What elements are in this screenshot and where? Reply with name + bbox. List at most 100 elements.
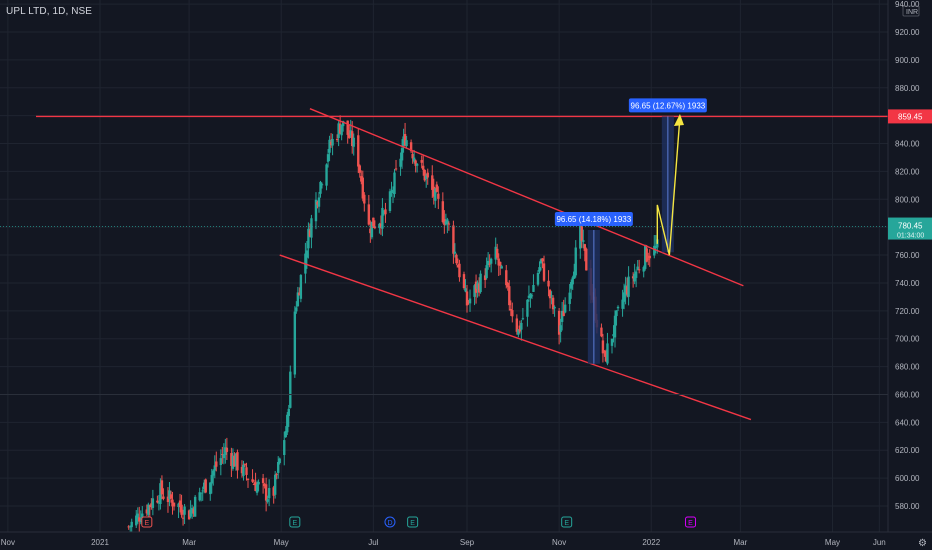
candle-body: [415, 163, 419, 166]
candle-body: [437, 193, 440, 199]
candle-body: [166, 496, 170, 503]
candle-body: [178, 500, 182, 508]
candle-body: [209, 482, 212, 495]
candle-body: [160, 480, 164, 495]
price-tick-label: 800.00: [895, 195, 920, 204]
candle-body: [553, 306, 556, 309]
projection-path: [656, 116, 681, 256]
time-tick-label: Jun: [873, 538, 886, 547]
candle-body: [289, 371, 292, 408]
candle-body: [447, 223, 451, 225]
candle-body: [517, 329, 520, 335]
candle-body: [157, 502, 161, 504]
candle-body: [230, 453, 233, 466]
candle-body: [298, 292, 301, 296]
candle-body: [340, 124, 343, 136]
candle-body: [127, 526, 130, 528]
candle-body: [432, 186, 435, 197]
candle-body: [610, 338, 614, 346]
candle-body: [150, 503, 153, 508]
candle-body: [431, 175, 434, 190]
event-marker-symbol: E: [410, 520, 415, 527]
candle-body: [562, 310, 565, 317]
candle-body: [360, 176, 363, 182]
candle-body: [521, 318, 525, 320]
candle-body: [547, 280, 550, 287]
candle-body: [187, 510, 191, 520]
candle-body: [441, 201, 445, 223]
candle-body: [224, 447, 227, 455]
candle-body: [221, 454, 224, 456]
price-tick-label: 740.00: [895, 279, 920, 288]
event-marker-earnings: E: [407, 516, 419, 528]
candle-body: [384, 209, 387, 215]
candle-body: [338, 123, 342, 134]
candle-body: [225, 447, 229, 452]
price-tick-label: 640.00: [895, 418, 920, 427]
price-tick-label: 820.00: [895, 167, 920, 176]
candle-body: [414, 160, 417, 166]
candle-body: [346, 120, 349, 135]
candle-body: [275, 474, 278, 476]
candle-body: [458, 263, 461, 278]
currency-label-frame: [902, 5, 920, 17]
candle-body: [500, 266, 503, 269]
candle-body: [255, 484, 259, 493]
candle-body: [548, 290, 552, 299]
candle-body: [603, 350, 606, 352]
candle-body: [474, 281, 478, 293]
candle-body: [625, 286, 629, 295]
candle-body: [145, 509, 149, 514]
candle-body: [168, 490, 171, 500]
candle-body: [423, 169, 426, 181]
candle-body: [136, 513, 139, 519]
price-tick-label: 680.00: [895, 363, 920, 372]
candle-body: [257, 481, 260, 485]
candle-body: [201, 490, 204, 492]
candle-body: [325, 164, 328, 186]
candle-body: [272, 487, 275, 496]
candle-body: [314, 199, 318, 222]
candle-body: [251, 479, 254, 482]
candle-body: [361, 177, 364, 199]
candle-body: [455, 254, 458, 264]
candle-body: [499, 261, 502, 266]
candle-body: [539, 259, 543, 264]
measurement-label-box: [628, 98, 707, 113]
candle-body: [529, 294, 532, 299]
candle-body: [296, 292, 300, 307]
candle-body: [341, 121, 345, 127]
candle-body: [574, 247, 577, 276]
candle-body: [506, 283, 509, 288]
settings-gear-icon: ⚙: [918, 538, 927, 549]
candle-body: [242, 464, 245, 476]
candle-body: [426, 172, 429, 178]
candle-body: [388, 191, 392, 212]
symbol-header: UPL LTD, 1D, NSE: [6, 6, 93, 17]
candle-body: [631, 276, 635, 279]
candle-body: [320, 184, 324, 186]
candle-body: [509, 308, 512, 311]
candle-body: [606, 343, 609, 364]
candle-body: [579, 224, 582, 249]
event-marker-symbol: E: [688, 520, 693, 527]
candle-body: [379, 223, 383, 228]
event-marker-earnings: E: [289, 516, 301, 528]
price-tick-label: 580.00: [895, 502, 920, 511]
time-tick-label: May: [274, 538, 289, 547]
candle-body: [551, 297, 555, 310]
candle-body: [600, 327, 603, 337]
candle-body: [148, 505, 152, 507]
candle-body: [147, 504, 150, 515]
candle-body: [425, 175, 428, 180]
time-tick-label: Mar: [182, 538, 196, 547]
candle-body: [648, 255, 651, 259]
candle-body: [654, 246, 657, 249]
price-tick-label: 760.00: [895, 251, 920, 260]
candle-body: [254, 482, 257, 491]
candle-body: [378, 223, 381, 229]
candle-body: [411, 154, 414, 159]
candle-body: [405, 140, 408, 146]
